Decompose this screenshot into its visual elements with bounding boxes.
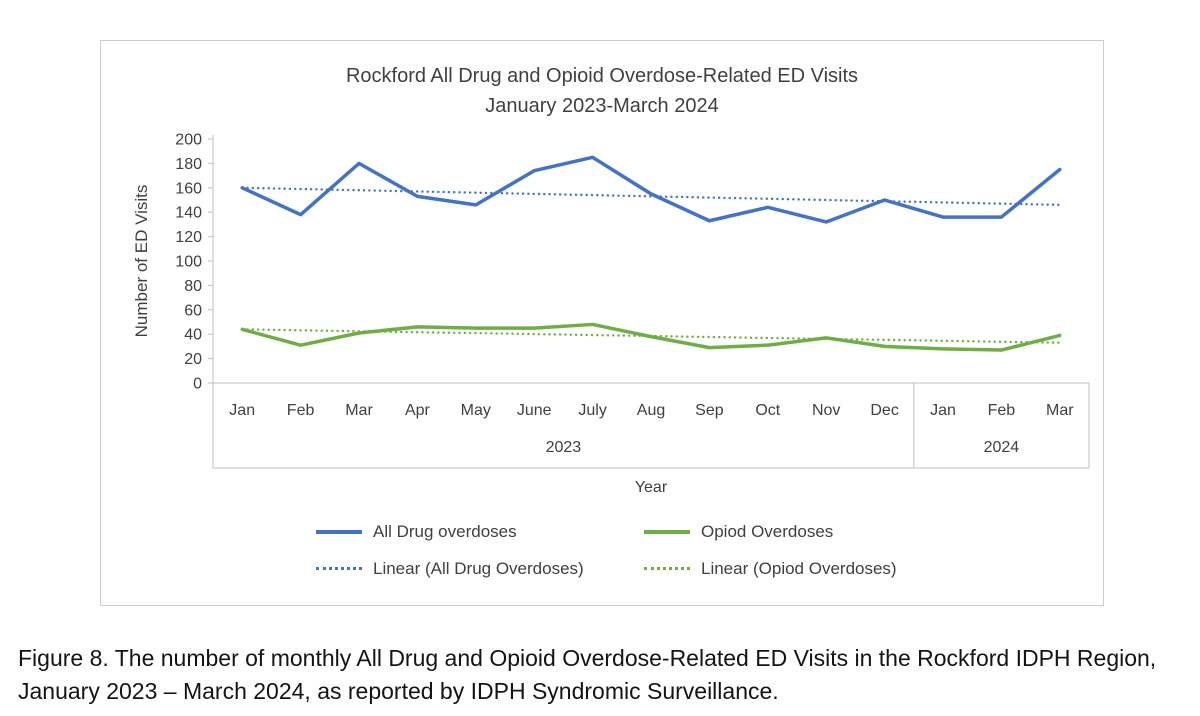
svg-text:60: 60 <box>184 302 202 319</box>
svg-text:Oct: Oct <box>755 402 780 419</box>
svg-text:160: 160 <box>175 180 202 197</box>
svg-text:80: 80 <box>184 278 202 295</box>
svg-text:200: 200 <box>175 132 202 149</box>
legend-label-all-drug: All Drug overdoses <box>373 521 517 541</box>
chart-title-line2: January 2023-March 2024 <box>485 95 719 117</box>
svg-text:Jan: Jan <box>229 402 255 419</box>
svg-text:100: 100 <box>175 254 202 271</box>
svg-text:0: 0 <box>193 376 202 393</box>
svg-text:2023: 2023 <box>546 439 582 456</box>
svg-text:Mar: Mar <box>1046 402 1074 419</box>
opioid-line-sample <box>644 529 690 534</box>
svg-text:140: 140 <box>175 205 202 222</box>
all-drug-line-sample <box>316 529 362 534</box>
legend-label-linear-opioid: Linear (Opiod Overdoses) <box>701 558 897 578</box>
svg-text:Year: Year <box>635 479 668 496</box>
linear-opioid-line-sample <box>644 567 690 570</box>
legend-label-opioid: Opiod Overdoses <box>701 521 834 541</box>
chart-title: Rockford All Drug and Opioid Overdose-Re… <box>101 61 1103 121</box>
svg-text:Feb: Feb <box>988 402 1016 419</box>
legend-item-all-drug: All Drug overdoses <box>316 522 644 542</box>
svg-text:2024: 2024 <box>984 439 1020 456</box>
svg-text:Apr: Apr <box>405 402 431 419</box>
legend-item-linear-opioid: Linear (Opiod Overdoses) <box>644 559 897 579</box>
svg-text:Feb: Feb <box>287 402 315 419</box>
figure-caption: Figure 8. The number of monthly All Drug… <box>18 645 1157 704</box>
svg-text:Number of ED Visits: Number of ED Visits <box>132 185 151 338</box>
legend-item-linear-all-drug: Linear (All Drug Overdoses) <box>316 559 644 579</box>
svg-text:Aug: Aug <box>637 402 665 419</box>
svg-text:Jan: Jan <box>930 402 956 419</box>
legend-row-1: All Drug overdoses Opiod Overdoses <box>316 513 1103 550</box>
svg-text:180: 180 <box>175 156 202 173</box>
legend-label-linear-all-drug: Linear (All Drug Overdoses) <box>373 558 584 578</box>
line-chart-plot: 0 20 40 60 80 100 120 140 160 180 200 Jan Feb Mar Apr M… <box>132 132 1090 496</box>
svg-text:July: July <box>578 402 606 419</box>
svg-text:20: 20 <box>184 351 202 368</box>
svg-text:120: 120 <box>175 229 202 246</box>
svg-text:Nov: Nov <box>812 402 840 419</box>
chart-legend: All Drug overdoses Opiod Overdoses Linea… <box>101 513 1103 587</box>
chart-container: Rockford All Drug and Opioid Overdose-Re… <box>100 40 1104 606</box>
chart-title-line1: Rockford All Drug and Opioid Overdose-Re… <box>345 65 859 87</box>
svg-text:Sep: Sep <box>695 402 724 419</box>
legend-item-opioid: Opiod Overdoses <box>644 522 833 542</box>
legend-row-2: Linear (All Drug Overdoses) Linear (Opio… <box>316 550 1103 587</box>
svg-text:40: 40 <box>184 327 202 344</box>
svg-text:May: May <box>461 402 491 419</box>
svg-text:Dec: Dec <box>870 402 898 419</box>
svg-text:Mar: Mar <box>345 402 373 419</box>
svg-text:June: June <box>517 402 552 419</box>
linear-all-drug-line-sample <box>316 567 362 570</box>
